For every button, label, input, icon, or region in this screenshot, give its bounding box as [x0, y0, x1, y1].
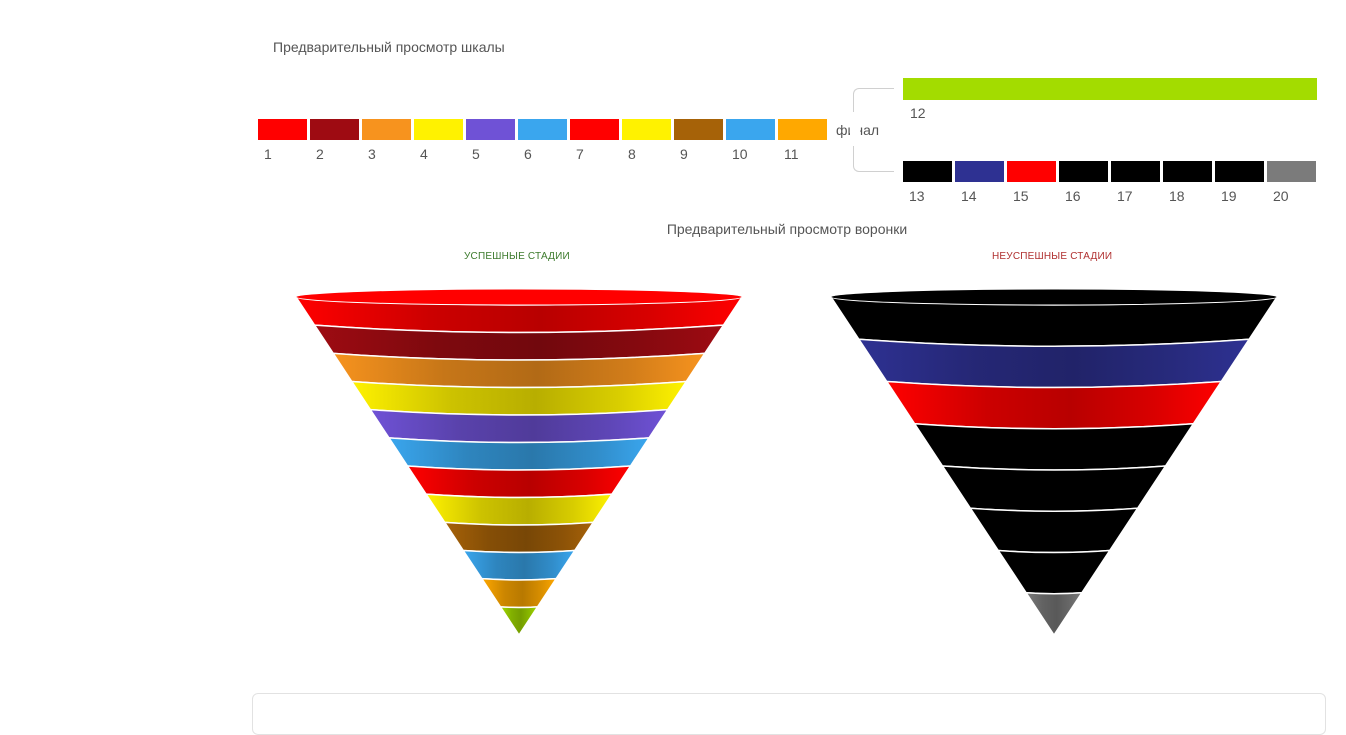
stage-number: 16 [1065, 188, 1081, 204]
fail-funnel-segment [885, 380, 1223, 430]
stage-cell[interactable]: 7 [570, 119, 619, 162]
stage-number: 20 [1273, 188, 1289, 204]
stage-color-swatch[interactable] [518, 119, 567, 140]
stage-cell[interactable]: 1 [258, 119, 307, 162]
fail-funnel-top [830, 288, 1278, 306]
stage-cell[interactable]: 10 [726, 119, 775, 162]
stage-number: 3 [368, 146, 376, 162]
stage-color-swatch[interactable] [955, 161, 1004, 182]
stage-number: 2 [316, 146, 324, 162]
stage-number: 17 [1117, 188, 1133, 204]
bottom-panel [252, 693, 1326, 735]
stage-color-swatch[interactable] [258, 119, 307, 140]
funnel-preview-title: Предварительный просмотр воронки [666, 221, 908, 237]
stage-cell[interactable]: 2 [310, 119, 359, 162]
stage-color-swatch[interactable] [1215, 161, 1264, 182]
stage-number: 13 [909, 188, 925, 204]
stage-color-swatch[interactable] [1163, 161, 1212, 182]
stage-cell[interactable]: 20 [1267, 161, 1316, 204]
stage-color-swatch[interactable] [362, 119, 411, 140]
fail-funnel-segment [968, 507, 1140, 554]
success-stages-label: УСПЕШНЫЕ СТАДИИ [464, 251, 570, 262]
success-funnel [294, 288, 744, 637]
success-funnel-segment [368, 408, 670, 444]
stage-number: 14 [961, 188, 977, 204]
stage-cell[interactable]: 16 [1059, 161, 1108, 204]
stage-color-swatch[interactable] [1267, 161, 1316, 182]
stage-color-swatch[interactable] [570, 119, 619, 140]
stage-number: 7 [576, 146, 584, 162]
stage-number: 5 [472, 146, 480, 162]
fail-funnel-segment [941, 465, 1167, 512]
stage-cell[interactable]: 5 [466, 119, 515, 162]
stage-cell[interactable]: 9 [674, 119, 723, 162]
stage-color-swatch[interactable] [726, 119, 775, 140]
stage-number: 18 [1169, 188, 1185, 204]
success-funnel-segment [424, 493, 614, 526]
stage-color-swatch[interactable] [622, 119, 671, 140]
success-funnel-segment [498, 605, 540, 637]
fail-funnel-segment [1024, 591, 1084, 637]
stage-color-swatch[interactable] [414, 119, 463, 140]
stage-color-swatch[interactable] [1007, 161, 1056, 182]
fail-funnel-segment [857, 338, 1251, 389]
stage-color-swatch[interactable] [778, 119, 827, 140]
stage-number: 9 [680, 146, 688, 162]
success-funnel-segment [406, 465, 632, 499]
stage-cell[interactable]: 4 [414, 119, 463, 162]
success-funnel-top [295, 288, 743, 306]
stage-number: 8 [628, 146, 636, 162]
success-funnel-segment [461, 549, 577, 581]
stage-cell[interactable]: 11 [778, 119, 827, 162]
stage-cell[interactable]: 19 [1215, 161, 1264, 204]
final-stage-swatch[interactable] [903, 78, 1317, 100]
stage-cell[interactable]: 18 [1163, 161, 1212, 204]
stage-cell[interactable]: 15 [1007, 161, 1056, 204]
stage-color-swatch[interactable] [1059, 161, 1108, 182]
stage-color-swatch[interactable] [1111, 161, 1160, 182]
fail-funnel-segment [913, 422, 1195, 471]
stage-color-swatch[interactable] [674, 119, 723, 140]
stage-number: 11 [784, 146, 799, 162]
stage-number: 10 [732, 146, 748, 162]
stage-cell[interactable]: 3 [362, 119, 411, 162]
stage-cell[interactable]: 14 [955, 161, 1004, 204]
stage-number: 19 [1221, 188, 1237, 204]
stage-cell[interactable]: 6 [518, 119, 567, 162]
stage-cell[interactable]: 17 [1111, 161, 1160, 204]
stage-color-swatch[interactable] [466, 119, 515, 140]
final-stage-number: 12 [910, 105, 926, 121]
stage-number: 4 [420, 146, 428, 162]
stage-cell[interactable]: 8 [622, 119, 671, 162]
fail-stages-label: НЕУСПЕШНЫЕ СТАДИИ [992, 251, 1113, 262]
success-funnel-segment [443, 521, 595, 554]
success-funnel-segment [480, 577, 558, 609]
fail-stages-row: 13 14 15 16 17 18 19 20 [903, 161, 1316, 204]
success-stages-row: 1 2 3 4 5 6 7 8 9 10 11 [258, 119, 827, 162]
stage-color-swatch[interactable] [310, 119, 359, 140]
stage-number: 1 [264, 146, 272, 162]
success-funnel-segment [387, 436, 651, 471]
fail-funnel [829, 288, 1279, 637]
stage-color-swatch[interactable] [903, 161, 952, 182]
stage-cell[interactable]: 13 [903, 161, 952, 204]
scale-preview-title: Предварительный просмотр шкалы [273, 39, 505, 55]
stage-number: 6 [524, 146, 532, 162]
stage-number: 15 [1013, 188, 1029, 204]
fail-funnel-segment [996, 549, 1112, 595]
